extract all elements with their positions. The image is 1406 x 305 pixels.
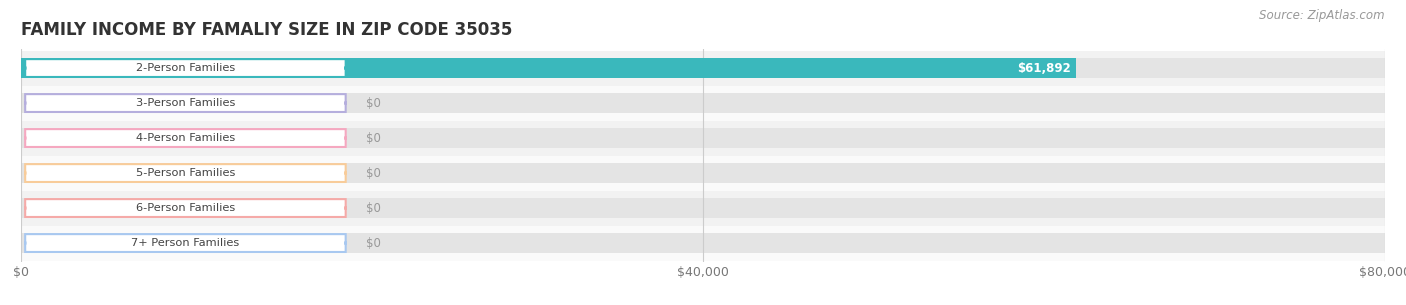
Bar bbox=[21, 191, 1385, 226]
FancyBboxPatch shape bbox=[25, 164, 346, 182]
FancyBboxPatch shape bbox=[25, 234, 346, 252]
Text: $0: $0 bbox=[366, 131, 381, 145]
Bar bbox=[21, 120, 1385, 156]
Bar bbox=[21, 233, 1385, 253]
Text: 3-Person Families: 3-Person Families bbox=[136, 98, 235, 108]
Bar bbox=[21, 58, 1385, 78]
Text: 6-Person Families: 6-Person Families bbox=[136, 203, 235, 213]
FancyBboxPatch shape bbox=[25, 199, 346, 217]
Bar bbox=[21, 85, 1385, 120]
Bar bbox=[21, 198, 1385, 218]
Text: $0: $0 bbox=[366, 167, 381, 180]
Text: 7+ Person Families: 7+ Person Families bbox=[131, 238, 239, 248]
FancyBboxPatch shape bbox=[25, 59, 346, 77]
Text: $0: $0 bbox=[366, 202, 381, 214]
FancyBboxPatch shape bbox=[25, 129, 346, 147]
Bar bbox=[21, 51, 1385, 85]
Bar bbox=[21, 58, 1076, 78]
Text: $0: $0 bbox=[366, 97, 381, 109]
Bar bbox=[21, 163, 1385, 183]
Bar bbox=[21, 226, 1385, 260]
Text: 5-Person Families: 5-Person Families bbox=[136, 168, 235, 178]
Text: 4-Person Families: 4-Person Families bbox=[136, 133, 235, 143]
Bar bbox=[21, 128, 1385, 148]
Text: 2-Person Families: 2-Person Families bbox=[136, 63, 235, 73]
Bar bbox=[21, 93, 1385, 113]
Bar bbox=[21, 156, 1385, 191]
Text: FAMILY INCOME BY FAMALIY SIZE IN ZIP CODE 35035: FAMILY INCOME BY FAMALIY SIZE IN ZIP COD… bbox=[21, 21, 512, 39]
FancyBboxPatch shape bbox=[25, 94, 346, 112]
Text: $0: $0 bbox=[366, 237, 381, 249]
Text: $61,892: $61,892 bbox=[1017, 62, 1071, 74]
Text: Source: ZipAtlas.com: Source: ZipAtlas.com bbox=[1260, 9, 1385, 22]
